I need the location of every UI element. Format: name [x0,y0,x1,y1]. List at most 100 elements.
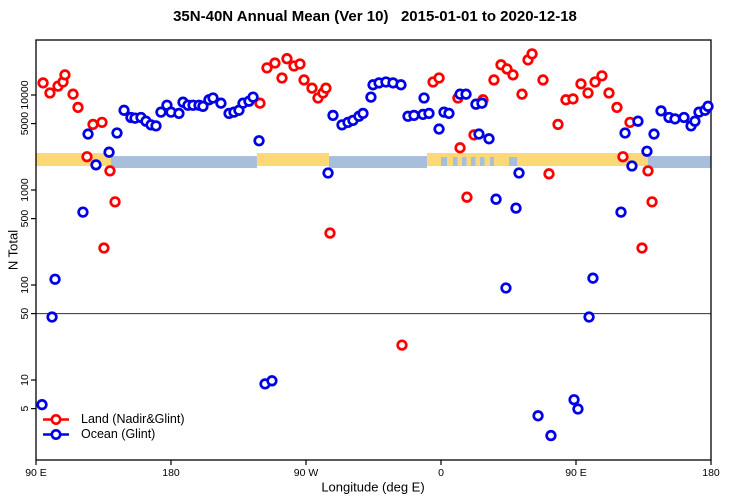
y-tick-label: 500 [19,210,31,228]
land-point [552,118,564,131]
x-tick-label: 90 W [294,467,319,479]
ocean-point [327,109,339,122]
ocean-speckle [490,157,494,167]
ocean-point [247,91,259,103]
ocean-point [572,403,584,415]
legend: Land (Nadir&Glint) Ocean (Glint) [42,412,185,442]
ocean-point [357,107,369,120]
land-point [603,87,615,99]
land-legend-key-icon [43,414,69,425]
x-tick-label: 90 E [565,467,587,479]
ocean-point [545,429,557,442]
y-tick-label: 10 [19,374,31,386]
ocean-speckle [471,157,476,167]
land-point [104,165,116,177]
land-point [396,339,408,351]
ocean-point [587,272,599,284]
ocean-point [90,159,102,171]
x-tick-label: 0 [438,467,444,479]
land-point [507,69,519,81]
ocean-point [418,92,430,104]
land-point [306,82,318,94]
land-point [281,53,293,65]
ocean-point [173,107,185,120]
ocean-band-segment [328,156,428,169]
ocean-point [615,206,627,218]
ocean-point [395,79,407,91]
land-point [96,116,108,129]
legend-item-ocean: Ocean (Glint) [42,427,185,442]
legend-label-ocean: Ocean (Glint) [81,427,156,441]
land-point [37,77,49,89]
ocean-point [443,107,455,120]
land-point [596,70,608,82]
ocean-point [678,111,690,124]
land-point [261,62,273,74]
plot-box [35,39,712,461]
ocean-point [49,273,61,285]
land-point [320,82,332,94]
land-point [567,93,579,105]
ocean-speckle [480,157,485,167]
y-tick-label: 100 [19,276,31,294]
ocean-point [473,128,485,140]
land-point [72,101,84,114]
ocean-speckle [453,157,458,167]
ocean-point [365,91,377,103]
land-point [646,196,658,208]
ocean-point [532,410,544,422]
ocean-point [215,97,227,109]
ocean-point [655,105,667,117]
land-point [543,168,555,180]
x-axis-label: Longitude (deg E) [321,479,425,495]
land-point [617,151,629,163]
ocean-point [513,167,525,179]
land-point [67,88,79,100]
land-point [276,72,288,84]
ocean-speckle [441,157,447,167]
ocean-point [669,113,681,125]
land-point [87,118,99,131]
land-point [98,242,110,254]
y-tick-label: 5000 [19,112,31,136]
x-tick-label: 180 [702,467,720,479]
ocean-point [433,123,445,135]
ocean-point [689,115,701,127]
land-point [298,74,310,86]
ocean-point [36,399,48,411]
ocean-legend-key-icon [43,429,69,440]
ocean-point [619,127,631,139]
land-point [589,76,601,88]
land-point [642,165,654,177]
land-point [488,74,500,86]
land-point [324,227,336,239]
ocean-speckle [508,157,518,167]
land-point [461,191,473,203]
ocean-point [408,109,420,122]
ocean-point [476,97,488,109]
ocean-point [510,202,522,214]
ocean-point [103,146,115,158]
ocean-speckle [462,157,467,167]
ocean-point [641,145,653,157]
land-point [254,97,266,109]
ocean-point [197,100,209,112]
ocean-point [460,88,472,100]
ocean-point [568,394,580,406]
y-axis-label: N Total [5,229,21,271]
ocean-point [118,104,130,116]
land-point [81,151,93,163]
ocean-point [648,128,660,140]
ocean-point [490,193,502,205]
land-point [537,74,549,86]
ocean-point [266,375,278,387]
land-point [44,87,56,99]
ocean-point [500,282,512,294]
ocean-band-segment [111,156,257,169]
x-tick-label: 180 [162,467,180,479]
ocean-point [155,106,167,118]
chart-title: 35N-40N Annual Mean (Ver 10) 2015-01-01 … [173,8,577,25]
land-band-segment [256,153,329,167]
